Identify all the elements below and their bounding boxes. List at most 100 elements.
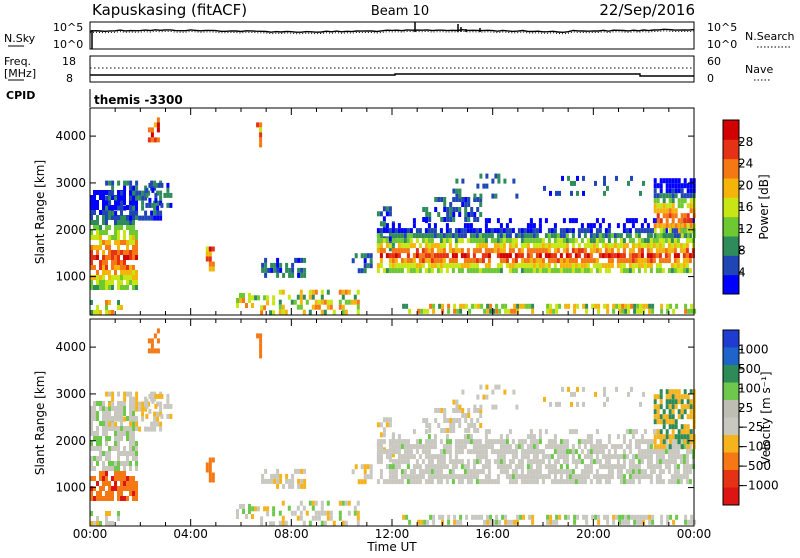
velocity-cell bbox=[634, 474, 638, 480]
power-cell bbox=[595, 258, 599, 264]
velocity-cell bbox=[685, 479, 689, 485]
velocity-cell bbox=[412, 464, 416, 470]
power-cell bbox=[474, 303, 478, 309]
velocity-cell bbox=[637, 464, 641, 470]
power-cell bbox=[135, 180, 139, 186]
power-cell bbox=[388, 231, 392, 237]
power-cell bbox=[558, 190, 561, 196]
velocity-cell bbox=[513, 519, 517, 525]
velocity-colorbar-cell bbox=[723, 365, 739, 383]
power-cell bbox=[406, 228, 410, 234]
power-cell bbox=[502, 258, 506, 264]
power-cell bbox=[502, 228, 506, 234]
power-cell bbox=[437, 212, 441, 217]
power-cell bbox=[689, 183, 693, 189]
velocity-cell bbox=[627, 514, 631, 520]
power-cell bbox=[458, 207, 462, 212]
power-cell bbox=[382, 248, 386, 254]
velocity-cell bbox=[264, 478, 268, 484]
velocity-cell bbox=[683, 404, 687, 410]
power-cell bbox=[656, 203, 660, 209]
power-cell bbox=[502, 233, 506, 239]
velocity-cell bbox=[129, 421, 133, 427]
power-cell bbox=[625, 243, 629, 249]
power-cell bbox=[526, 253, 530, 259]
power-cell bbox=[120, 260, 123, 265]
power-cell bbox=[105, 190, 108, 195]
velocity-cell bbox=[442, 449, 446, 455]
velocity-cell bbox=[382, 427, 386, 433]
power-cell bbox=[445, 238, 449, 244]
power-cell bbox=[619, 233, 623, 239]
velocity-cell bbox=[631, 434, 635, 440]
power-cell bbox=[96, 250, 99, 255]
power-cell bbox=[120, 195, 124, 201]
velocity-cell bbox=[516, 514, 520, 520]
velocity-cell bbox=[111, 421, 115, 427]
velocity-cell bbox=[148, 393, 152, 399]
velocity-cell bbox=[529, 469, 533, 475]
velocity-cell bbox=[159, 406, 163, 412]
power-cell bbox=[628, 228, 632, 234]
power-cell bbox=[96, 225, 99, 230]
velocity-cell bbox=[242, 504, 245, 509]
velocity-colorbar-label: Velocity [m s⁻¹] bbox=[759, 371, 773, 464]
velocity-cell bbox=[601, 464, 605, 470]
velocity-cell bbox=[567, 514, 571, 520]
velocity-cell bbox=[403, 469, 407, 475]
velocity-cell bbox=[469, 434, 473, 440]
velocity-cell bbox=[571, 469, 575, 475]
velocity-cell bbox=[391, 479, 395, 485]
power-cell bbox=[508, 218, 512, 224]
power-cell bbox=[93, 265, 96, 270]
velocity-cell bbox=[366, 464, 370, 470]
power-cell bbox=[379, 228, 383, 234]
power-cell bbox=[421, 233, 425, 239]
station-title: Kapuskasing (fitACF) bbox=[92, 1, 247, 19]
power-cell bbox=[418, 253, 422, 259]
velocity-cell bbox=[452, 418, 456, 423]
power-cell bbox=[305, 299, 309, 305]
velocity-cell bbox=[105, 496, 108, 501]
velocity-cell bbox=[111, 426, 114, 431]
power-cell bbox=[129, 190, 132, 195]
velocity-cell bbox=[341, 500, 345, 506]
velocity-cell bbox=[93, 521, 96, 526]
power-cell bbox=[427, 263, 431, 269]
velocity-cell bbox=[430, 439, 434, 445]
velocity-cell bbox=[689, 434, 693, 440]
velocity-cell bbox=[618, 514, 622, 520]
power-cell bbox=[519, 303, 523, 309]
velocity-cell bbox=[570, 391, 573, 397]
power-cell bbox=[583, 263, 587, 269]
power-cell bbox=[571, 258, 575, 264]
power-cell bbox=[688, 253, 692, 259]
power-cell bbox=[496, 248, 500, 254]
velocity-cell bbox=[535, 449, 539, 455]
velocity-cell bbox=[535, 479, 539, 485]
power-cell bbox=[99, 210, 102, 215]
power-cell bbox=[562, 263, 566, 269]
power-cell bbox=[448, 248, 452, 254]
power-cell bbox=[278, 304, 282, 310]
velocity-cell bbox=[671, 434, 675, 440]
velocity-cell bbox=[586, 449, 590, 455]
power-cell bbox=[129, 180, 133, 186]
power-cell bbox=[646, 223, 650, 229]
power-cell bbox=[421, 253, 425, 259]
power-cell bbox=[601, 253, 605, 259]
velocity-cell bbox=[90, 441, 93, 446]
velocity-cell bbox=[499, 439, 503, 445]
power-cell bbox=[682, 268, 686, 274]
power-cell bbox=[523, 228, 527, 234]
velocity-cell bbox=[592, 474, 596, 480]
power-cell bbox=[123, 275, 126, 280]
velocity-cell bbox=[114, 416, 117, 421]
power-cell bbox=[607, 243, 611, 249]
velocity-cell bbox=[93, 431, 96, 436]
power-cell bbox=[114, 235, 117, 240]
power-cell bbox=[673, 253, 677, 259]
power-cell bbox=[99, 230, 102, 235]
power-cell bbox=[559, 228, 563, 234]
power-cell bbox=[391, 228, 395, 234]
